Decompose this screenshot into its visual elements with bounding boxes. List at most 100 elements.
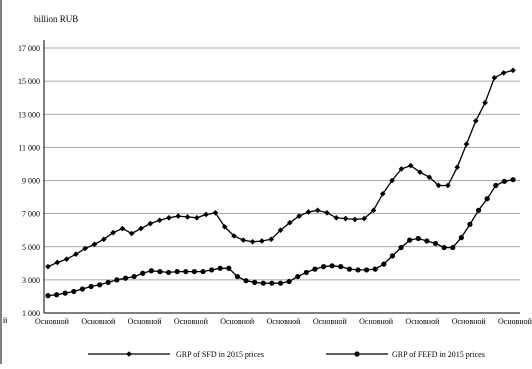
data-point	[148, 268, 154, 274]
data-point	[175, 213, 181, 219]
data-point	[333, 214, 340, 221]
data-point	[231, 233, 237, 239]
data-point	[346, 266, 352, 272]
legend: GRP of SFD in 2015 prices GRP of FEFD in …	[88, 350, 485, 359]
x-tick-label: Основной	[220, 317, 255, 326]
data-point	[269, 280, 275, 286]
data-point	[156, 217, 163, 224]
data-point	[463, 141, 470, 147]
data-point	[166, 214, 172, 221]
x-tick-label: Основной	[267, 317, 302, 326]
x-tick-label: Основной	[81, 317, 116, 326]
data-point	[252, 279, 258, 285]
data-point	[138, 225, 144, 232]
data-point	[174, 268, 180, 275]
series-2	[45, 177, 516, 299]
data-point	[454, 164, 460, 171]
data-point	[324, 209, 330, 216]
data-point	[303, 269, 309, 276]
x-tick-label: Основной	[313, 317, 348, 326]
x-tick-label: Основной	[359, 317, 394, 326]
data-point	[54, 292, 60, 298]
series-1	[45, 67, 516, 270]
data-point	[119, 225, 126, 232]
data-point	[183, 268, 189, 275]
data-point	[286, 278, 292, 285]
data-point	[54, 259, 61, 266]
axes	[43, 40, 520, 314]
data-point	[473, 118, 479, 124]
left-edge-label: й	[3, 316, 8, 325]
data-point	[63, 256, 70, 262]
data-point	[407, 162, 414, 169]
data-point	[510, 177, 516, 183]
data-point	[101, 236, 107, 243]
data-point	[287, 219, 293, 226]
legend-marker	[354, 351, 360, 357]
data-point	[105, 279, 111, 285]
x-tick-label: Основной	[35, 317, 70, 326]
data-point	[296, 213, 302, 219]
data-point	[364, 267, 370, 273]
data-point	[355, 267, 361, 273]
data-point	[240, 237, 247, 243]
data-point	[295, 273, 301, 280]
data-point	[203, 211, 209, 218]
data-point	[79, 286, 86, 292]
data-point	[389, 253, 396, 259]
data-point	[500, 70, 507, 76]
y-tick-label: 5 000	[22, 243, 40, 252]
data-point	[221, 224, 228, 230]
data-point	[389, 177, 395, 184]
y-tick-label: 15 000	[18, 77, 40, 86]
y-tick-label: 9 000	[22, 177, 40, 186]
data-point	[372, 266, 378, 272]
data-point	[200, 268, 206, 275]
data-point	[82, 245, 88, 252]
data-point	[191, 268, 197, 275]
y-tick-labels: 1 000 3 000 5 000 7 000 9 000 11 000 13 000 15 …	[18, 44, 40, 318]
data-point	[140, 270, 146, 276]
legend-item: GRP of SFD in 2015 prices	[88, 350, 264, 359]
data-point	[424, 238, 430, 244]
data-point	[277, 227, 284, 233]
data-point	[491, 75, 498, 81]
legend-label: GRP of FEFD in 2015 prices	[392, 350, 485, 359]
data-point	[260, 280, 266, 286]
x-tick-label: Основной	[452, 317, 487, 326]
data-point	[475, 207, 482, 213]
data-point	[458, 235, 464, 241]
data-point	[249, 238, 256, 245]
y-axis-label: billion RUB	[34, 14, 78, 24]
data-point	[510, 67, 516, 74]
data-point	[338, 264, 344, 270]
data-point	[209, 267, 215, 273]
data-point	[122, 275, 129, 281]
data-point	[381, 261, 387, 267]
data-point	[114, 277, 120, 283]
data-point	[441, 244, 447, 251]
data-point	[435, 182, 442, 189]
data-point	[329, 263, 335, 269]
data-point	[398, 166, 405, 172]
data-point	[417, 169, 423, 176]
data-point	[97, 282, 103, 288]
data-point	[380, 190, 386, 197]
data-point	[45, 263, 51, 270]
data-point	[147, 220, 154, 227]
data-point	[73, 251, 79, 258]
data-point	[398, 244, 404, 251]
data-point	[361, 215, 367, 222]
data-point	[450, 244, 456, 251]
data-point	[217, 265, 223, 271]
data-point	[194, 214, 200, 221]
data-point	[467, 221, 473, 227]
data-point	[88, 283, 94, 290]
x-tick-labels: Основной Основной Основной Основной Основной…	[35, 317, 532, 326]
data-point	[352, 216, 358, 223]
data-point	[184, 214, 191, 220]
x-tick-label: Основной	[174, 317, 209, 326]
data-point	[157, 268, 163, 275]
legend-label: GRP of SFD in 2015 prices	[176, 350, 264, 359]
